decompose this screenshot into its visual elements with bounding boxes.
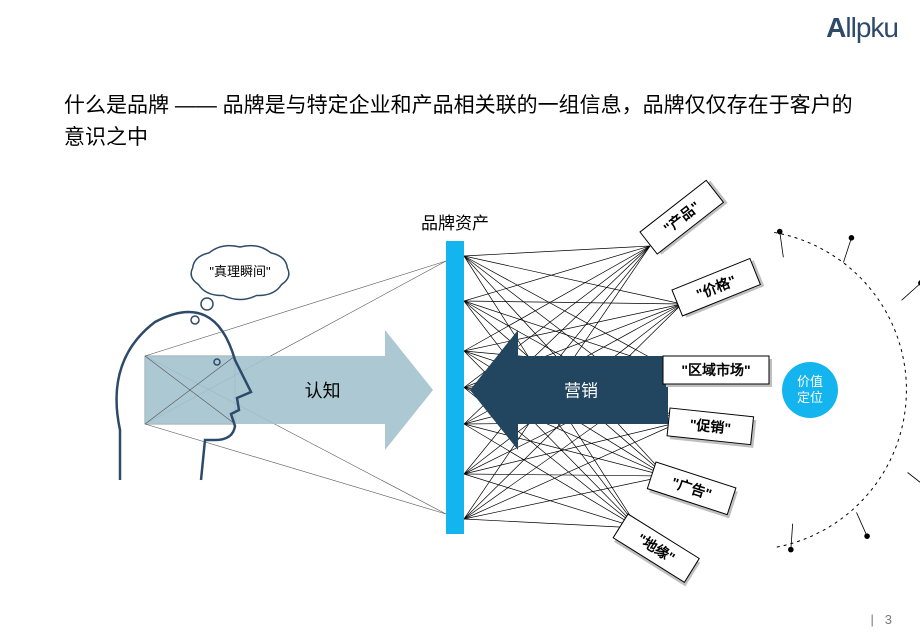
- svg-text:认知: 认知: [305, 381, 341, 401]
- box-4: "广告": [646, 462, 738, 518]
- box-2: "区域市场": [663, 356, 772, 387]
- svg-text:"区域市场": "区域市场": [681, 362, 750, 378]
- footer-sep: |: [871, 612, 874, 627]
- svg-text:"真理瞬间": "真理瞬间": [209, 264, 271, 279]
- diagram-svg: 认知 "真理瞬间" 营销 品牌资产 "产品": [0, 0, 920, 637]
- svg-text:营销: 营销: [564, 381, 598, 400]
- asset-label: 品牌资产: [421, 214, 489, 233]
- svg-text:价值: 价值: [797, 374, 823, 389]
- brand-asset-bar: [446, 241, 464, 534]
- page-number: 3: [885, 612, 892, 627]
- page-footer: | 3: [871, 612, 892, 627]
- box-1: "价格": [672, 257, 764, 318]
- box-5: "地缘": [612, 514, 702, 586]
- value-circle: 价值 定位: [782, 362, 838, 418]
- thought-bubble: "真理瞬间": [191, 246, 289, 300]
- arrow-right: 认知: [145, 330, 433, 450]
- box-3: "促销": [667, 408, 757, 448]
- svg-text:定位: 定位: [797, 390, 823, 405]
- box-0: "产品": [640, 178, 728, 256]
